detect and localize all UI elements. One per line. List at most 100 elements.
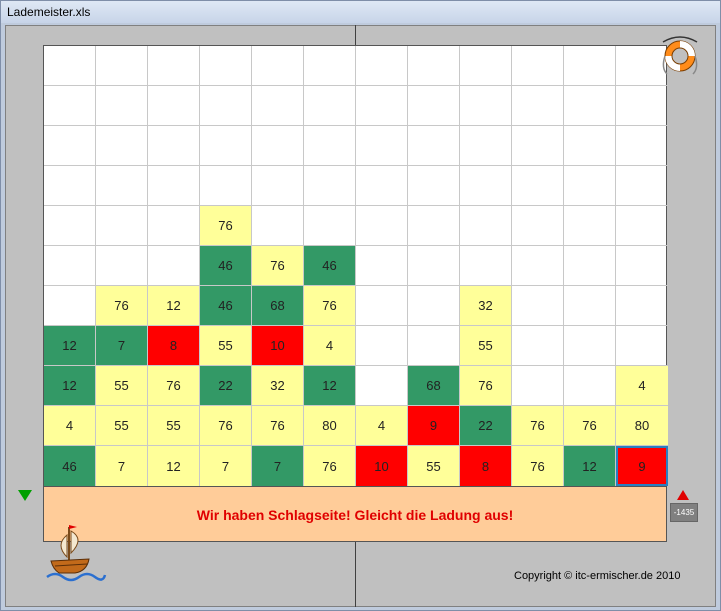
cargo-cell[interactable]: 76 — [304, 286, 356, 326]
empty-cell[interactable] — [616, 126, 668, 166]
cargo-cell[interactable]: 10 — [356, 446, 408, 486]
empty-cell[interactable] — [356, 166, 408, 206]
empty-cell[interactable] — [356, 126, 408, 166]
empty-cell[interactable] — [460, 126, 512, 166]
empty-cell[interactable] — [512, 166, 564, 206]
empty-cell[interactable] — [564, 86, 616, 126]
empty-cell[interactable] — [96, 166, 148, 206]
cargo-cell[interactable]: 68 — [252, 286, 304, 326]
empty-cell[interactable] — [304, 46, 356, 86]
empty-cell[interactable] — [512, 46, 564, 86]
empty-cell[interactable] — [512, 366, 564, 406]
cargo-cell[interactable]: 55 — [460, 326, 512, 366]
empty-cell[interactable] — [460, 166, 512, 206]
cargo-cell[interactable]: 76 — [200, 206, 252, 246]
cargo-cell[interactable]: 55 — [96, 406, 148, 446]
cargo-cell[interactable]: 12 — [148, 446, 200, 486]
empty-cell[interactable] — [564, 366, 616, 406]
empty-cell[interactable] — [564, 46, 616, 86]
empty-cell[interactable] — [356, 366, 408, 406]
cargo-grid[interactable]: 76 46 76 46 76 12 46 68 76 32 12 7 8 55 10 4 55 12 55 76 22 3… — [43, 45, 668, 486]
empty-cell[interactable] — [44, 286, 96, 326]
cargo-cell[interactable]: 46 — [200, 246, 252, 286]
cargo-cell[interactable]: 46 — [304, 246, 356, 286]
empty-cell[interactable] — [44, 166, 96, 206]
empty-cell[interactable] — [96, 206, 148, 246]
cargo-cell[interactable]: 46 — [44, 446, 96, 486]
cargo-cell[interactable]: 68 — [408, 366, 460, 406]
empty-cell[interactable] — [252, 206, 304, 246]
cargo-cell[interactable]: 76 — [564, 406, 616, 446]
cargo-cell[interactable]: 76 — [512, 406, 564, 446]
cargo-cell[interactable]: 4 — [44, 406, 96, 446]
cargo-cell[interactable]: 10 — [252, 326, 304, 366]
empty-cell[interactable] — [252, 46, 304, 86]
empty-cell[interactable] — [616, 86, 668, 126]
cargo-cell[interactable]: 4 — [616, 366, 668, 406]
empty-cell[interactable] — [96, 126, 148, 166]
empty-cell[interactable] — [616, 206, 668, 246]
empty-cell[interactable] — [408, 206, 460, 246]
cargo-cell[interactable]: 12 — [44, 366, 96, 406]
empty-cell[interactable] — [616, 46, 668, 86]
empty-cell[interactable] — [148, 126, 200, 166]
cargo-cell[interactable]: 7 — [96, 446, 148, 486]
cargo-cell[interactable]: 8 — [148, 326, 200, 366]
empty-cell[interactable] — [512, 326, 564, 366]
empty-cell[interactable] — [304, 206, 356, 246]
empty-cell[interactable] — [564, 126, 616, 166]
cargo-cell[interactable]: 80 — [616, 406, 668, 446]
empty-cell[interactable] — [564, 286, 616, 326]
empty-cell[interactable] — [408, 86, 460, 126]
cargo-cell[interactable]: 76 — [460, 366, 512, 406]
empty-cell[interactable] — [44, 206, 96, 246]
empty-cell[interactable] — [304, 86, 356, 126]
empty-cell[interactable] — [356, 246, 408, 286]
empty-cell[interactable] — [356, 326, 408, 366]
empty-cell[interactable] — [512, 86, 564, 126]
cargo-cell[interactable]: 80 — [304, 406, 356, 446]
empty-cell[interactable] — [96, 246, 148, 286]
empty-cell[interactable] — [252, 166, 304, 206]
cargo-cell[interactable]: 76 — [148, 366, 200, 406]
empty-cell[interactable] — [356, 46, 408, 86]
empty-cell[interactable] — [564, 326, 616, 366]
cargo-cell[interactable]: 76 — [304, 446, 356, 486]
empty-cell[interactable] — [616, 326, 668, 366]
cargo-cell[interactable]: 76 — [512, 446, 564, 486]
empty-cell[interactable] — [564, 246, 616, 286]
cargo-cell[interactable]: 7 — [252, 446, 304, 486]
cargo-cell[interactable]: 12 — [44, 326, 96, 366]
empty-cell[interactable] — [616, 286, 668, 326]
cargo-cell[interactable]: 76 — [200, 406, 252, 446]
empty-cell[interactable] — [200, 166, 252, 206]
cargo-cell[interactable]: 46 — [200, 286, 252, 326]
cargo-cell[interactable]: 4 — [356, 406, 408, 446]
empty-cell[interactable] — [408, 126, 460, 166]
empty-cell[interactable] — [148, 206, 200, 246]
cargo-cell[interactable]: 22 — [460, 406, 512, 446]
cargo-cell[interactable]: 12 — [304, 366, 356, 406]
cargo-cell[interactable]: 55 — [200, 326, 252, 366]
empty-cell[interactable] — [512, 246, 564, 286]
empty-cell[interactable] — [304, 126, 356, 166]
cargo-cell[interactable]: 7 — [200, 446, 252, 486]
cargo-cell[interactable]: 76 — [252, 246, 304, 286]
empty-cell[interactable] — [96, 46, 148, 86]
empty-cell[interactable] — [616, 166, 668, 206]
empty-cell[interactable] — [356, 286, 408, 326]
empty-cell[interactable] — [148, 86, 200, 126]
cargo-cell[interactable]: 8 — [460, 446, 512, 486]
empty-cell[interactable] — [408, 166, 460, 206]
empty-cell[interactable] — [408, 286, 460, 326]
empty-cell[interactable] — [96, 86, 148, 126]
empty-cell[interactable] — [460, 86, 512, 126]
empty-cell[interactable] — [148, 246, 200, 286]
empty-cell[interactable] — [252, 86, 304, 126]
cargo-cell[interactable]: 55 — [148, 406, 200, 446]
empty-cell[interactable] — [408, 246, 460, 286]
cargo-cell[interactable]: 9 — [616, 446, 668, 486]
empty-cell[interactable] — [252, 126, 304, 166]
empty-cell[interactable] — [512, 206, 564, 246]
cargo-cell[interactable]: 4 — [304, 326, 356, 366]
